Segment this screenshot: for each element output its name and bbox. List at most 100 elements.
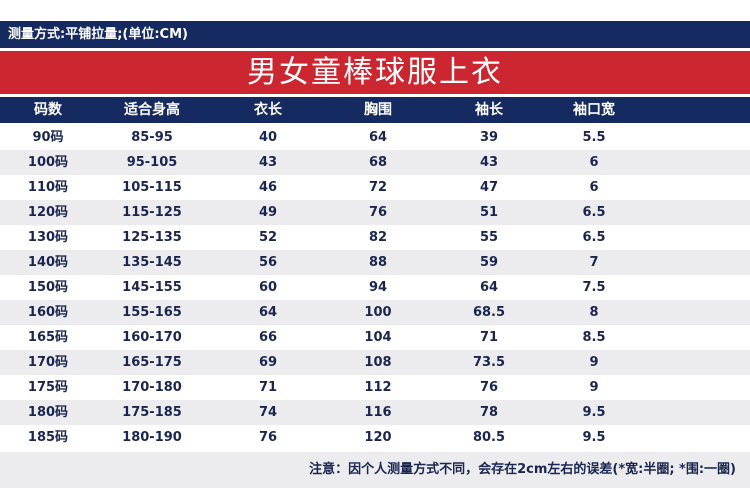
cell-sleeve: 39 <box>479 130 499 145</box>
cell-length: 64 <box>258 305 278 320</box>
cell-height: 155-165 <box>122 305 182 320</box>
table-row: 110码 105-115 46 72 47 6 <box>0 175 750 200</box>
cell-sleeve: 64 <box>479 280 499 295</box>
cell-length: 71 <box>258 380 278 395</box>
cell-length: 69 <box>258 355 278 370</box>
cell-cuff: 7 <box>589 255 599 270</box>
table-row: 175码 170-180 71 112 76 9 <box>0 375 750 400</box>
table-row: 180码 175-185 74 116 78 9.5 <box>0 400 750 425</box>
cell-sleeve: 59 <box>479 255 499 270</box>
table-row: 130码 125-135 52 82 55 6.5 <box>0 225 750 250</box>
cell-size: 130码 <box>27 230 69 245</box>
cell-chest: 88 <box>368 255 388 270</box>
cell-size: 160码 <box>27 305 69 320</box>
cell-size: 120码 <box>27 205 69 220</box>
cell-length: 56 <box>258 255 278 270</box>
cell-chest: 116 <box>364 405 392 420</box>
cell-height: 165-175 <box>122 355 182 370</box>
cell-sleeve: 68.5 <box>472 305 506 320</box>
header-height: 适合身高 <box>124 102 180 118</box>
cell-sleeve: 76 <box>479 380 499 395</box>
header-cuff: 袖口宽 <box>573 102 615 118</box>
table-row: 120码 115-125 49 76 51 6.5 <box>0 200 750 225</box>
cell-length: 46 <box>258 180 278 195</box>
cell-height: 145-155 <box>122 280 182 295</box>
table-row: 140码 135-145 56 88 59 7 <box>0 250 750 275</box>
cell-size: 150码 <box>27 280 69 295</box>
table-row: 160码 155-165 64 100 68.5 8 <box>0 300 750 325</box>
cell-length: 40 <box>258 130 278 145</box>
cell-sleeve: 51 <box>479 205 499 220</box>
cell-height: 85-95 <box>131 130 173 145</box>
cell-sleeve: 73.5 <box>472 355 506 370</box>
cell-sleeve: 47 <box>479 180 499 195</box>
table-row: 150码 145-155 60 94 64 7.5 <box>0 275 750 300</box>
cell-length: 76 <box>258 430 278 445</box>
cell-size: 175码 <box>27 380 69 395</box>
cell-cuff: 6 <box>589 155 599 170</box>
cell-chest: 76 <box>368 205 388 220</box>
cell-height: 125-135 <box>122 230 182 245</box>
cell-height: 115-125 <box>122 205 182 220</box>
cell-chest: 112 <box>364 380 392 395</box>
cell-size: 165码 <box>27 330 69 345</box>
cell-sleeve: 55 <box>479 230 499 245</box>
cell-cuff: 6.5 <box>582 230 606 245</box>
cell-sleeve: 80.5 <box>472 430 506 445</box>
cell-cuff: 8 <box>589 305 599 320</box>
cell-chest: 64 <box>368 130 388 145</box>
cell-cuff: 7.5 <box>582 280 606 295</box>
cell-cuff: 9 <box>589 380 599 395</box>
measure-method-bar: 测量方式:平铺拉量;(单位:CM) <box>0 21 750 48</box>
cell-size: 140码 <box>27 255 69 270</box>
cell-cuff: 9 <box>589 355 599 370</box>
cell-length: 49 <box>258 205 278 220</box>
table-header: 码数 适合身高 衣长 胸围 袖长 袖口宽 <box>0 97 750 123</box>
cell-length: 43 <box>258 155 278 170</box>
table-body: 90码 85-95 40 64 39 5.5 100码 95-105 43 68… <box>0 125 750 450</box>
header-length: 衣长 <box>254 102 282 118</box>
cell-chest: 120 <box>364 430 392 445</box>
cell-height: 95-105 <box>126 155 178 170</box>
table-row: 165码 160-170 66 104 71 8.5 <box>0 325 750 350</box>
cell-size: 170码 <box>27 355 69 370</box>
cell-height: 180-190 <box>122 430 182 445</box>
cell-chest: 82 <box>368 230 388 245</box>
cell-height: 170-180 <box>122 380 182 395</box>
cell-chest: 100 <box>364 305 392 320</box>
cell-cuff: 9.5 <box>582 430 606 445</box>
header-sleeve: 袖长 <box>475 102 503 118</box>
cell-sleeve: 43 <box>479 155 499 170</box>
cell-height: 105-115 <box>122 180 182 195</box>
cell-chest: 72 <box>368 180 388 195</box>
cell-height: 175-185 <box>122 405 182 420</box>
cell-cuff: 6 <box>589 180 599 195</box>
cell-length: 74 <box>258 405 278 420</box>
cell-length: 66 <box>258 330 278 345</box>
cell-size: 100码 <box>27 155 69 170</box>
measurement-note: 注意：因个人测量方式不同，会存在2cm左右的误差(*宽:半圈; *围:一圈) <box>0 452 750 488</box>
cell-size: 185码 <box>27 430 69 445</box>
cell-height: 135-145 <box>122 255 182 270</box>
cell-cuff: 5.5 <box>582 130 606 145</box>
cell-cuff: 6.5 <box>582 205 606 220</box>
cell-size: 110码 <box>27 180 69 195</box>
cell-height: 160-170 <box>122 330 182 345</box>
table-row: 185码 180-190 76 120 80.5 9.5 <box>0 425 750 450</box>
cell-cuff: 9.5 <box>582 405 606 420</box>
cell-chest: 104 <box>364 330 392 345</box>
table-row: 90码 85-95 40 64 39 5.5 <box>0 125 750 150</box>
cell-length: 60 <box>258 280 278 295</box>
product-title: 男女童棒球服上衣 <box>0 51 750 94</box>
table-row: 170码 165-175 69 108 73.5 9 <box>0 350 750 375</box>
cell-chest: 108 <box>364 355 392 370</box>
cell-size: 90码 <box>32 130 64 145</box>
header-chest: 胸围 <box>364 102 392 118</box>
cell-cuff: 8.5 <box>582 330 606 345</box>
cell-sleeve: 71 <box>479 330 499 345</box>
cell-chest: 68 <box>368 155 388 170</box>
table-row: 100码 95-105 43 68 43 6 <box>0 150 750 175</box>
cell-length: 52 <box>258 230 278 245</box>
cell-chest: 94 <box>368 280 388 295</box>
